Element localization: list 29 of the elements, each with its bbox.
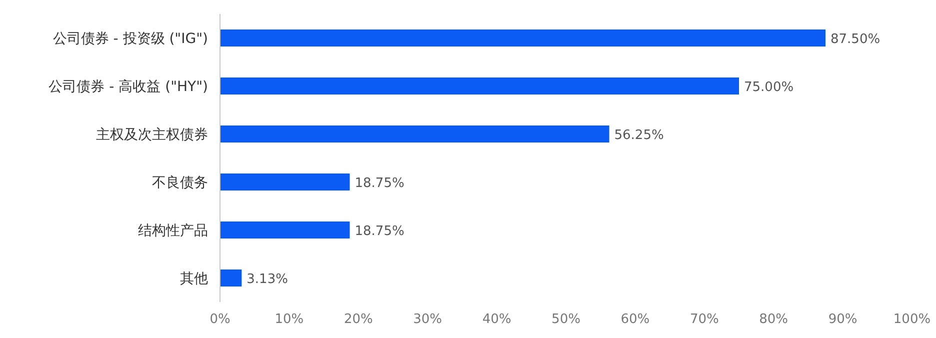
- x-tick-label: 90%: [828, 312, 858, 327]
- data-label: 75.00%: [744, 80, 794, 95]
- x-tick-label: 70%: [690, 312, 719, 327]
- y-tick-label: 公司债券 - 投资级 ("IG"): [52, 31, 208, 47]
- bar: [220, 174, 350, 190]
- bar: [220, 78, 739, 94]
- x-tick-label: 0%: [210, 312, 230, 327]
- data-label: 18.75%: [354, 176, 404, 191]
- x-tick-label: 80%: [759, 312, 788, 327]
- data-label: 18.75%: [354, 224, 404, 239]
- x-tick-label: 60%: [620, 312, 650, 327]
- y-tick-label: 主权及次主权债券: [96, 127, 208, 143]
- x-tick-label: 50%: [552, 312, 580, 327]
- y-tick-label: 其他: [180, 271, 208, 287]
- data-label: 3.13%: [246, 272, 288, 287]
- x-tick-label: 30%: [413, 312, 442, 327]
- bar: [220, 222, 350, 238]
- bar: [220, 126, 610, 142]
- x-tick-label: 100%: [893, 312, 931, 327]
- bar: [220, 270, 242, 286]
- data-label: 56.25%: [614, 128, 664, 143]
- y-tick-label: 不良债务: [152, 175, 208, 191]
- bar: [220, 30, 826, 46]
- y-tick-label: 公司债券 - 高收益 ("HY"): [48, 79, 208, 95]
- y-tick-label: 结构性产品: [138, 223, 208, 239]
- x-tick-label: 20%: [344, 312, 373, 327]
- x-tick-label: 40%: [482, 312, 512, 327]
- data-label: 87.50%: [830, 32, 880, 47]
- x-tick-label: 10%: [274, 312, 304, 327]
